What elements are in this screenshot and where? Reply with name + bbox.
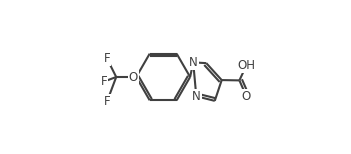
Text: OH: OH: [237, 59, 255, 72]
Text: O: O: [128, 71, 138, 83]
Text: O: O: [242, 90, 251, 103]
Text: N: N: [189, 56, 198, 69]
Text: N: N: [192, 90, 201, 103]
Text: F: F: [104, 95, 110, 108]
Text: F: F: [101, 75, 107, 88]
Text: F: F: [104, 52, 110, 65]
